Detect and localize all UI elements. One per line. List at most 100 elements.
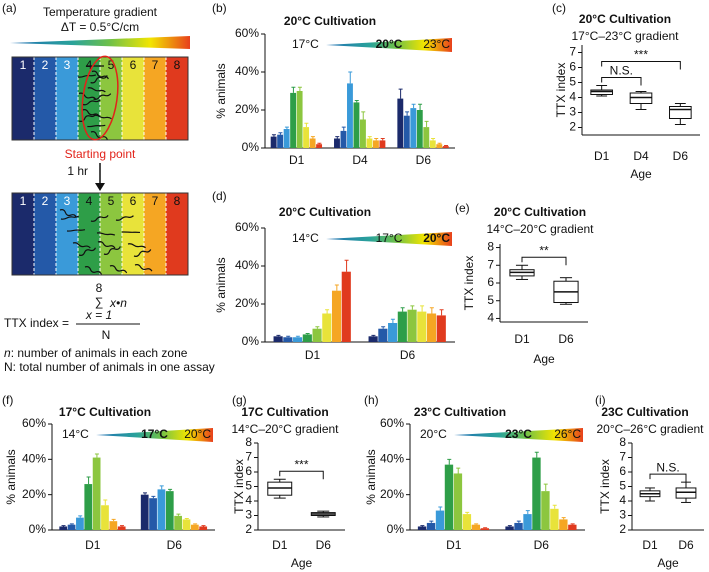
chart-title: 20°C Cultivation: [284, 14, 376, 28]
error-bar: [176, 513, 181, 516]
panel-label: (c): [552, 1, 566, 15]
error-bar: [193, 523, 198, 525]
worm: [82, 99, 101, 106]
error-bar: [438, 506, 443, 511]
error-bar: [405, 111, 410, 116]
chart-title: 17°C Cultivation: [59, 405, 151, 419]
error-bar: [151, 495, 156, 499]
worm: [133, 249, 152, 257]
error-bar: [398, 88, 403, 99]
y-tick-label: 4: [245, 493, 252, 507]
chart-subtitle: 14°C–20°C gradient: [232, 422, 340, 436]
x-axis-title: Age: [533, 352, 555, 366]
error-bar: [119, 525, 124, 527]
y-tick-label: 20%: [22, 487, 46, 501]
box: [669, 106, 692, 119]
zone-number: 4: [86, 58, 93, 72]
error-bar: [483, 527, 488, 529]
note-text: : number of animals in each zone: [11, 346, 188, 360]
bar: [67, 524, 76, 530]
bar: [559, 519, 568, 530]
x-tick-label: D1: [446, 538, 462, 552]
bar: [270, 136, 277, 148]
bar: [416, 110, 423, 148]
chart-title: 20°C Cultivation: [579, 12, 671, 26]
significance-bracket: [601, 77, 642, 86]
error-bar: [424, 120, 429, 128]
error-bar: [168, 488, 173, 492]
y-tick-label: 7: [569, 45, 576, 59]
y-tick-label: 8: [487, 240, 494, 254]
x-tick-label: D1: [594, 149, 610, 163]
y-tick-label: 7: [245, 450, 252, 464]
zone-number: 8: [174, 58, 181, 72]
error-bar: [325, 309, 330, 314]
error-bar: [561, 517, 566, 520]
zone-number: 2: [42, 58, 49, 72]
bar: [397, 311, 407, 342]
bar: [331, 290, 342, 342]
zone: [166, 193, 188, 275]
zone: [12, 193, 34, 275]
error-bar: [374, 138, 379, 141]
significance-bracket: [279, 470, 324, 480]
worm: [127, 243, 146, 249]
y-tick-label: 5: [569, 75, 576, 89]
gradient-label: 26°C: [554, 427, 581, 441]
significance-bracket: [521, 256, 567, 266]
worm: [90, 215, 109, 222]
y-tick-label: 8: [619, 435, 626, 449]
error-bar: [429, 307, 434, 314]
y-axis-title: TTX index: [462, 256, 476, 311]
bar: [76, 517, 84, 530]
y-tick-label: 40%: [22, 452, 46, 466]
x-tick-label: D1: [514, 332, 530, 346]
bar: [403, 115, 410, 148]
error-bar: [103, 499, 108, 506]
bar: [101, 505, 109, 530]
error-bar: [143, 492, 148, 495]
x-tick-label: D6: [416, 153, 432, 167]
zone-number: 3: [64, 194, 71, 208]
error-bar: [348, 71, 353, 84]
worm: [90, 75, 108, 84]
panel-a: (a) Temperature gradient ΔT = 0.5°C/cm S…: [2, 1, 215, 374]
error-bar: [420, 305, 425, 312]
zone-number: 8: [174, 194, 181, 208]
panel-label: (a): [2, 1, 17, 15]
chart-title: 20°C Cultivation: [494, 205, 586, 219]
worm: [93, 114, 112, 120]
y-tick-label: 5: [487, 293, 494, 307]
panel-label: (e): [455, 201, 470, 215]
bar: [309, 138, 316, 148]
bar: [436, 144, 443, 148]
error-bar: [344, 259, 349, 272]
error-bar: [367, 136, 372, 139]
y-tick-label: 60%: [235, 220, 259, 234]
worm: [78, 247, 97, 256]
panel-label: (b): [212, 1, 227, 15]
bar: [199, 526, 208, 530]
gradient-label: 20°C: [184, 427, 211, 441]
error-bar: [507, 525, 512, 527]
x-tick-label: D1: [272, 538, 288, 552]
bar: [322, 313, 332, 342]
error-bar: [381, 326, 386, 329]
zone-number: 6: [130, 194, 137, 208]
worm: [93, 93, 112, 100]
error-bar: [305, 332, 310, 335]
gradient-label: 20°C: [376, 37, 403, 51]
zone: [144, 57, 166, 140]
bar: [149, 498, 157, 530]
zone: [122, 57, 144, 140]
bar: [59, 526, 68, 530]
bar: [341, 271, 351, 342]
y-tick-label: 7: [619, 450, 626, 464]
worm: [60, 215, 80, 220]
x-tick-label: D4: [633, 149, 649, 163]
x-tick-label: D1: [85, 538, 101, 552]
panel-label: (i): [595, 393, 606, 407]
bar: [505, 526, 514, 530]
gradient-label: 17°C: [376, 231, 403, 245]
gradient-label: 20°C: [423, 231, 450, 245]
